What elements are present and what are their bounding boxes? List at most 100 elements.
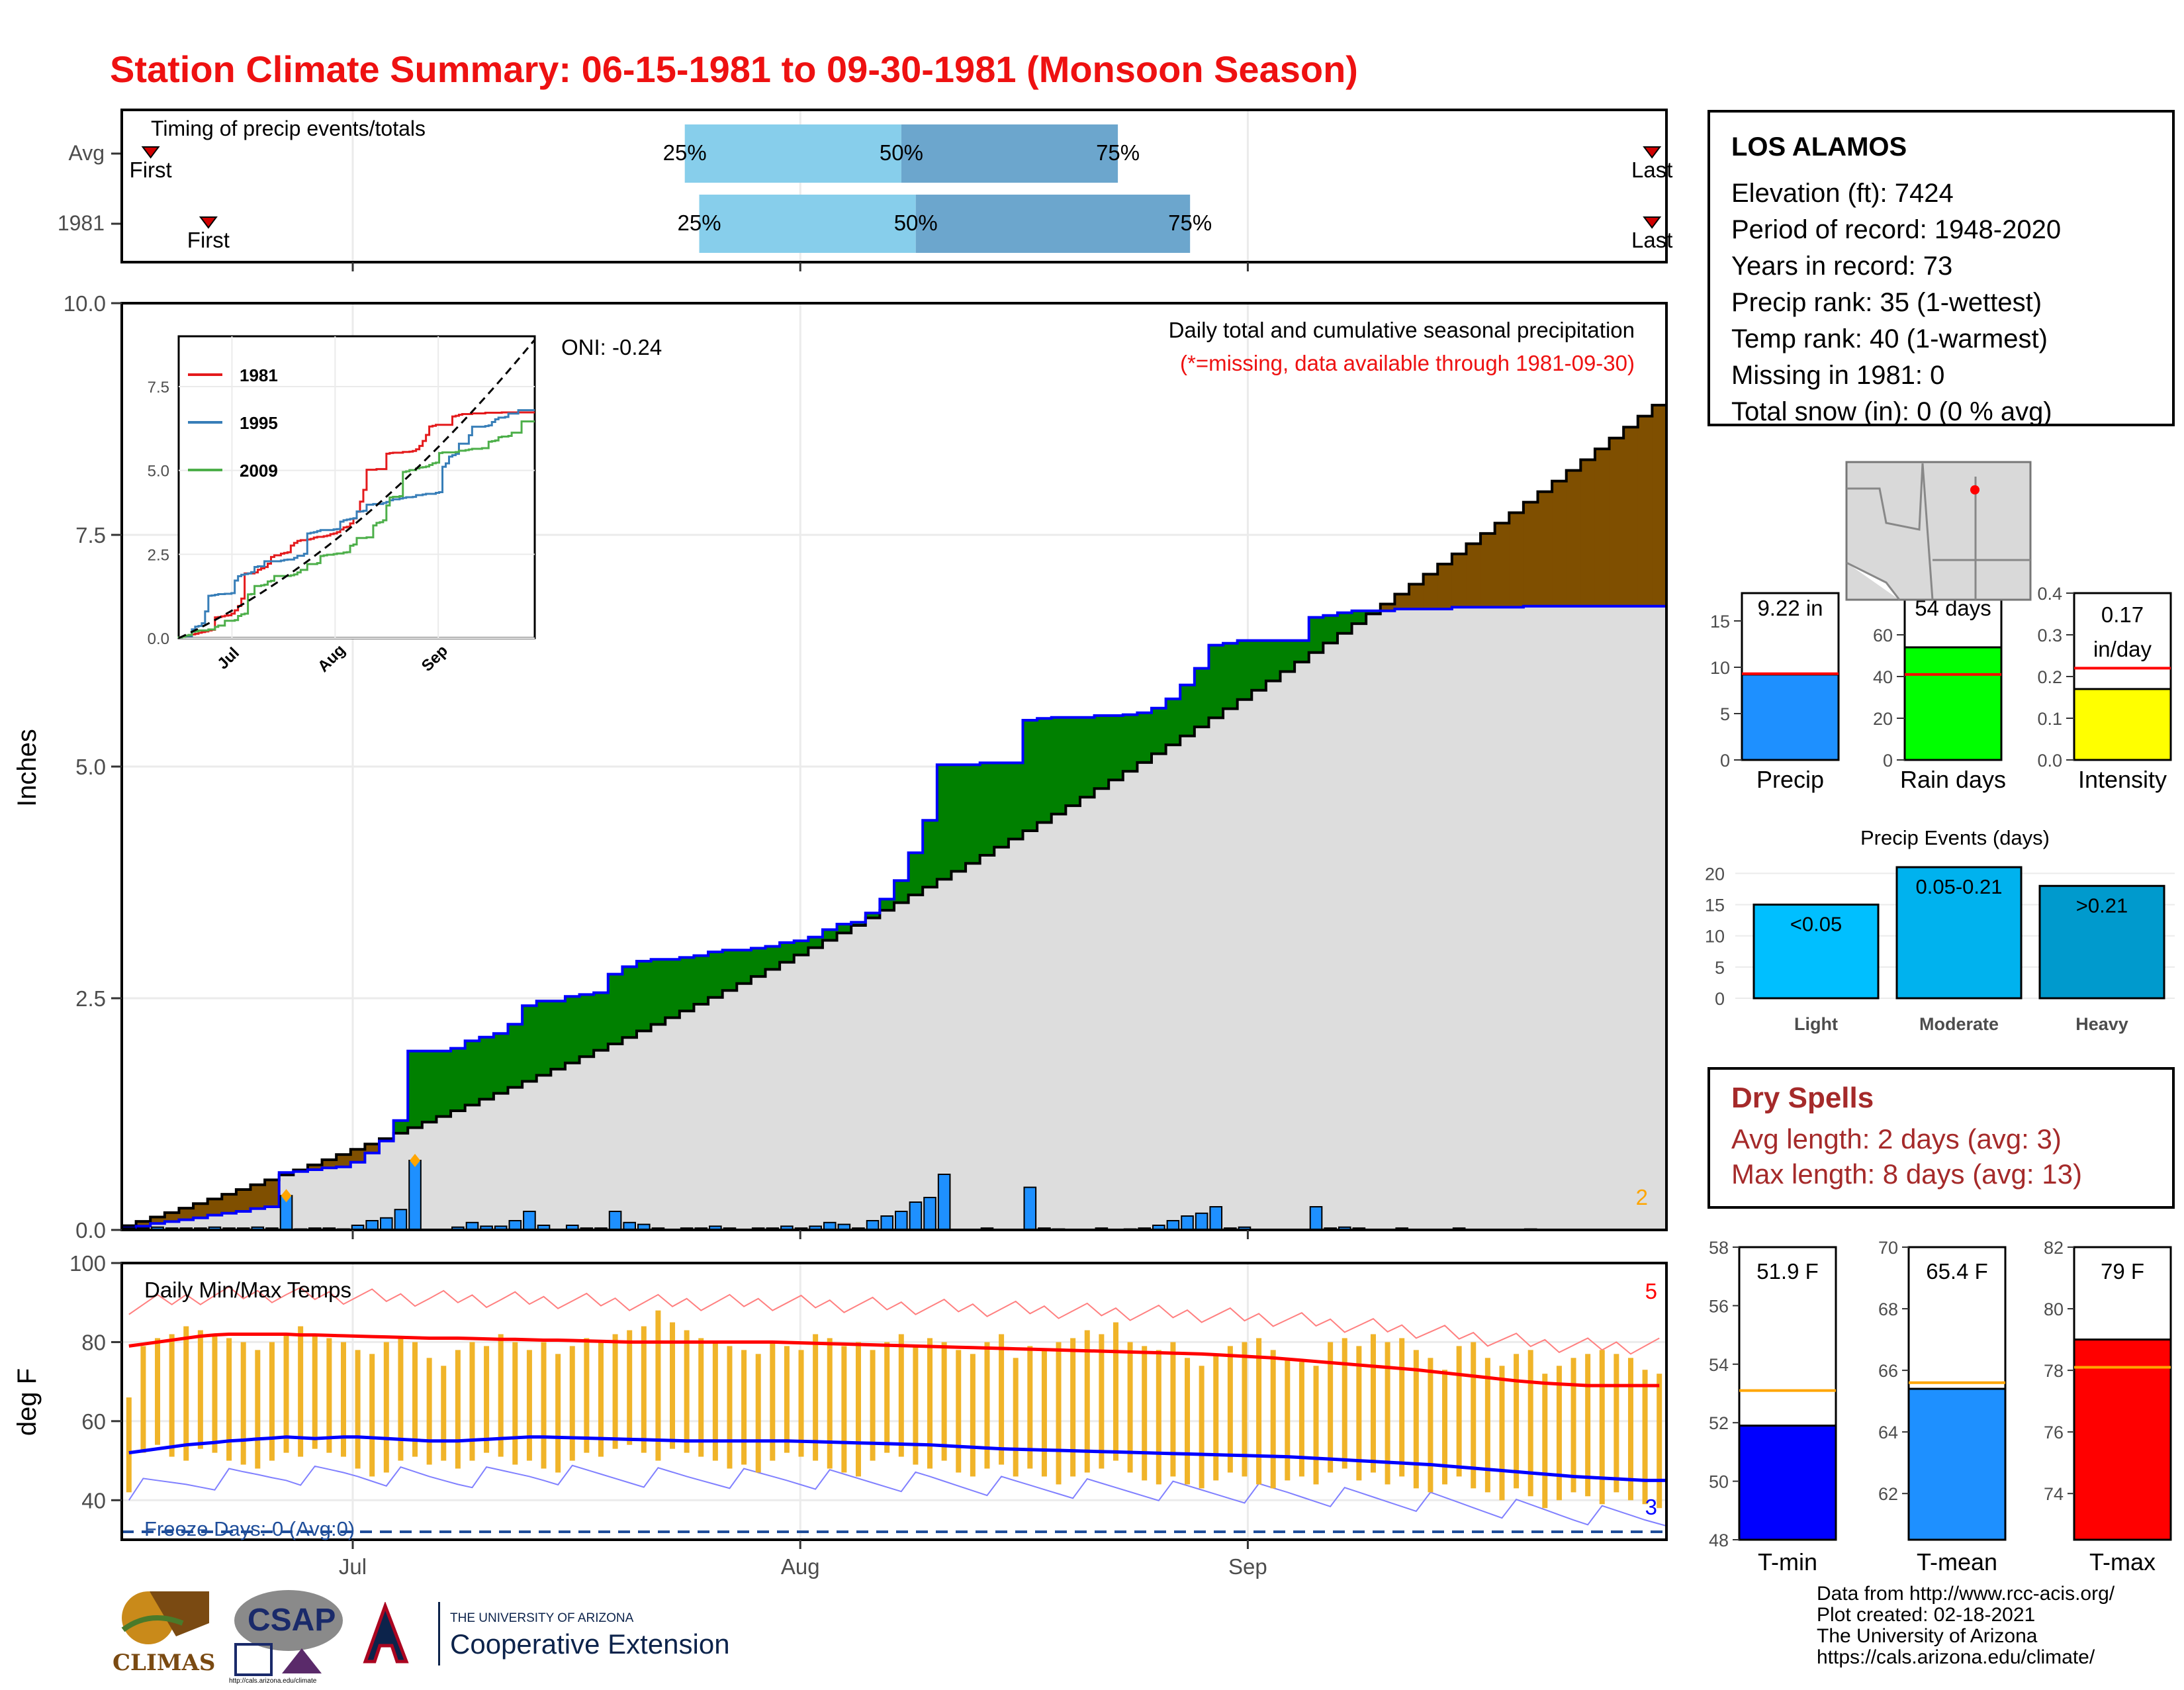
deficit-area <box>1466 543 1481 608</box>
mean-value-label: 51.9 F <box>1756 1259 1819 1284</box>
temp-range-bar <box>1385 1342 1390 1485</box>
ua-a-emblem <box>363 1601 409 1664</box>
avg-cumulative-area <box>1423 609 1438 1230</box>
total-y-tick: 40 <box>1873 667 1893 687</box>
temp-range-bar <box>498 1334 504 1457</box>
credit-line: Data from http://www.rcc-acis.org/ <box>1817 1583 2115 1605</box>
surplus-area <box>822 929 838 941</box>
avg-cumulative-area <box>894 902 909 1230</box>
surplus-area <box>837 924 852 933</box>
surplus-area <box>479 1037 494 1100</box>
temp-range-bar <box>913 1346 919 1465</box>
station-info-box: LOS ALAMOS Elevation (ft): 7424 Period o… <box>1707 110 2175 426</box>
temp-range-bar <box>240 1342 246 1465</box>
q25-q50-bar <box>684 124 901 183</box>
deficit-area <box>265 1180 280 1207</box>
temp-range-bar <box>1399 1338 1405 1477</box>
temp-range-bar <box>970 1354 976 1477</box>
temp-range-bar <box>340 1342 346 1457</box>
avg-cumulative-area <box>1409 609 1424 1230</box>
avg-cumulative-area <box>1380 610 1395 1230</box>
temp-range-bar <box>784 1346 790 1453</box>
daily-precip-bar <box>465 1221 479 1230</box>
surplus-area <box>1051 717 1066 814</box>
avg-cumulative-area <box>822 940 838 1230</box>
surplus-area <box>908 853 923 895</box>
deficit-area <box>1609 438 1624 606</box>
temp-range-bar <box>1298 1362 1304 1477</box>
temp-range-bar <box>569 1346 575 1461</box>
avg-cumulative-area <box>637 1031 652 1230</box>
deficit-area <box>1509 512 1524 608</box>
surplus-area <box>465 1041 480 1105</box>
dry-spells-max: Max length: 8 days (avg: 13) <box>1731 1158 2082 1190</box>
temp-range-bar <box>1657 1374 1662 1509</box>
ua-divider <box>438 1602 440 1666</box>
temp-range-bar <box>712 1342 718 1461</box>
mean-y-tick: 74 <box>2044 1484 2064 1504</box>
avg-cumulative-area <box>536 1075 551 1230</box>
temp-range-bar <box>526 1350 532 1461</box>
avg-cumulative-area <box>479 1099 494 1230</box>
mean-y-tick: 70 <box>1878 1238 1898 1258</box>
credit-line: https://cals.arizona.edu/climate/ <box>1817 1646 2095 1668</box>
surplus-area <box>1366 610 1381 614</box>
event-y-tick: 5 <box>1715 958 1725 978</box>
first-marker <box>199 216 218 229</box>
temp-range-bar <box>441 1366 447 1461</box>
surplus-area <box>579 994 594 1057</box>
mean-bar <box>2073 1338 2172 1541</box>
first-marker <box>141 146 160 159</box>
temp-range-bar <box>1156 1350 1161 1485</box>
daily-precip-bar <box>380 1217 393 1230</box>
station-name: LOS ALAMOS <box>1731 132 1907 162</box>
temp-range-bar <box>841 1346 847 1473</box>
deficit-area <box>179 1208 194 1220</box>
temp-range-bar <box>584 1338 590 1453</box>
deficit-area <box>193 1203 208 1218</box>
avg-cumulative-area <box>794 955 809 1230</box>
daily-precip-bar <box>895 1211 908 1230</box>
temp-range-bar <box>269 1342 275 1461</box>
total-y-tick: 0 <box>1720 751 1730 771</box>
avg-cumulative-area <box>851 925 866 1230</box>
last-marker <box>1643 216 1662 229</box>
oni-label: ONI: -0.24 <box>561 335 662 359</box>
mean-y-tick: 76 <box>2044 1423 2064 1442</box>
mean-bar <box>1738 1425 1837 1541</box>
deficit-area <box>222 1194 237 1213</box>
temp-range-bar <box>770 1342 776 1461</box>
temp-range-bar <box>283 1334 289 1453</box>
q50-q75-bar <box>901 124 1118 183</box>
deficit-area <box>1537 491 1553 606</box>
precip-title: Daily total and cumulative seasonal prec… <box>1169 318 1635 342</box>
surplus-area <box>1208 645 1224 718</box>
temp-range-bar <box>126 1397 132 1493</box>
event-y-tick: 20 <box>1705 864 1725 884</box>
temp-y-tick: 40 <box>81 1488 106 1513</box>
avg-cumulative-area <box>1552 606 1567 1230</box>
total-y-tick: 15 <box>1710 612 1730 632</box>
avg-cumulative-area <box>1366 614 1381 1230</box>
station-missing: Missing in 1981: 0 <box>1731 361 1945 390</box>
temp-range-bar <box>1084 1330 1090 1473</box>
avg-cumulative-area <box>1609 606 1624 1230</box>
avg-cumulative-area <box>1137 762 1152 1230</box>
avg-cumulative-area <box>1523 606 1539 1230</box>
avg-cumulative-area <box>1566 606 1581 1230</box>
deficit-area <box>1494 523 1510 608</box>
temp-range-bar <box>1056 1342 1062 1485</box>
surplus-area <box>966 765 981 864</box>
total-y-tick: 0.4 <box>2037 584 2062 604</box>
daily-precip-bar <box>880 1215 894 1230</box>
temp-range-bar <box>469 1342 475 1461</box>
surplus-area <box>737 950 752 984</box>
ua-small-text: THE UNIVERSITY OF ARIZONA <box>450 1611 634 1625</box>
deficit-area <box>250 1184 265 1209</box>
avg-cumulative-area <box>508 1087 523 1230</box>
temp-range-bar <box>1213 1354 1219 1481</box>
daily-precip-bar <box>780 1225 794 1230</box>
temp-range-bar <box>1328 1342 1334 1473</box>
temp-range-bar <box>541 1342 547 1469</box>
